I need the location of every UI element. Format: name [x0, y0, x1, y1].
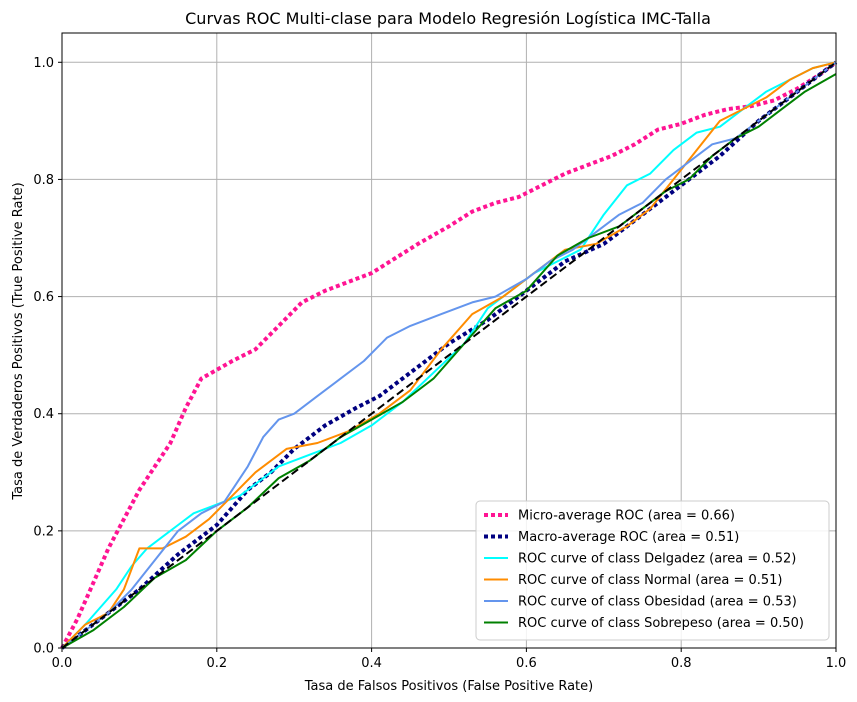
y-tick-label: 1.0 — [33, 56, 54, 71]
y-tick-label: 0.4 — [33, 407, 54, 422]
legend-label: Macro-average ROC (area = 0.51) — [518, 530, 739, 545]
series-line-4 — [61, 61, 837, 649]
chart-title: Curvas ROC Multi-clase para Modelo Regre… — [185, 9, 711, 28]
x-tick-label: 0.6 — [516, 656, 537, 671]
series-line-2 — [61, 61, 837, 649]
legend-label: ROC curve of class Normal (area = 0.51) — [518, 573, 783, 588]
axis-ticks: 0.0 0.2 0.4 0.6 0.8 1.0 0.0 0.2 0.4 0.6 0.8 1.0 — [33, 56, 846, 671]
y-tick-label: 0.0 — [33, 642, 54, 657]
legend-label: ROC curve of class Delgadez (area = 0.52… — [518, 552, 796, 567]
x-tick-label: 0.8 — [671, 656, 692, 671]
y-tick-label: 0.8 — [33, 173, 54, 188]
legend-label: ROC curve of class Sobrepeso (area = 0.5… — [518, 616, 804, 631]
plot-series — [60, 60, 838, 650]
x-tick-label: 0.0 — [52, 656, 73, 671]
y-tick-label: 0.6 — [33, 290, 54, 305]
x-axis-label: Tasa de Falsos Positivos (False Positive… — [304, 679, 593, 694]
plot-frame — [61, 32, 837, 649]
legend: Micro-average ROC (area = 0.66) Macro-ave… — [475, 500, 830, 641]
legend-label: Micro-average ROC (area = 0.66) — [518, 509, 735, 524]
y-axis-label: Tasa de Verdaderos Positivos (True Posit… — [11, 182, 26, 500]
x-tick-label: 1.0 — [826, 656, 847, 671]
x-tick-label: 0.2 — [206, 656, 227, 671]
x-tick-label: 0.4 — [361, 656, 382, 671]
legend-label: ROC curve of class Obesidad (area = 0.53… — [518, 595, 797, 610]
y-tick-label: 0.2 — [33, 524, 54, 539]
series-line-3 — [61, 61, 837, 649]
series-line-0 — [60, 60, 838, 649]
chance-diagonal-line — [61, 61, 837, 649]
legend-box — [475, 500, 830, 641]
